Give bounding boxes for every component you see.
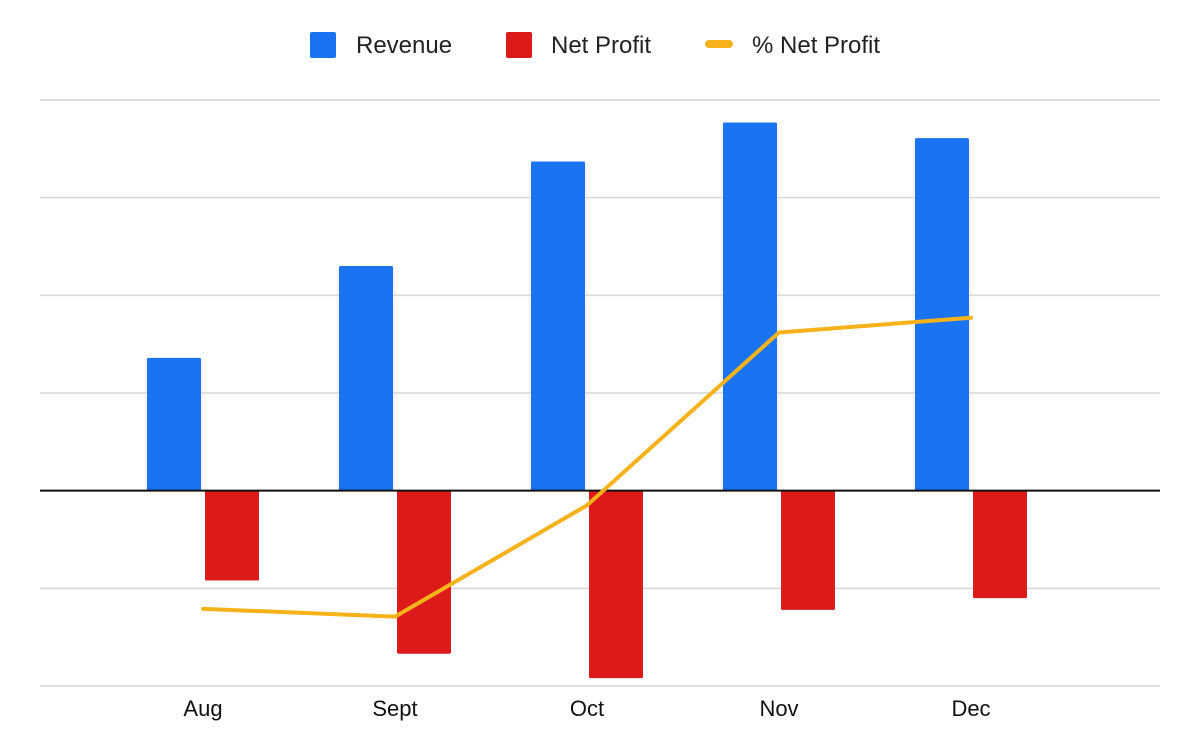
- bars: [147, 122, 1027, 679]
- gridlines: [40, 99, 1160, 687]
- net-profit-bar-dec: [973, 490, 1027, 599]
- x-tick-label-dec: Dec: [951, 696, 990, 721]
- revenue-bar-oct: [531, 161, 585, 491]
- net-profit-bar-nov: [781, 490, 835, 610]
- revenue-bar-nov: [723, 122, 777, 491]
- net-profit-bar-oct: [589, 490, 643, 679]
- net-profit-bar-sept: [397, 490, 451, 654]
- legend-label-net-profit: % Net Profit: [752, 32, 880, 59]
- legend-swatch-net-profit: [506, 32, 532, 58]
- legend-label-revenue: Revenue: [356, 32, 452, 59]
- x-tick-label-aug: Aug: [183, 696, 222, 721]
- legend-swatch-revenue: [310, 32, 336, 58]
- revenue-bar-dec: [915, 138, 969, 491]
- revenue-bar-sept: [339, 266, 393, 491]
- x-tick-label-oct: Oct: [570, 696, 604, 721]
- legend-label-net-profit: Net Profit: [551, 32, 651, 59]
- x-tick-label-nov: Nov: [759, 696, 798, 721]
- lines: [201, 315, 973, 619]
- legend: Revenue Net Profit % Net Profit: [310, 32, 880, 59]
- net-profit-bar-aug: [205, 490, 259, 581]
- legend-swatch-net-profit: [705, 40, 733, 48]
- net-profit-line: [201, 315, 973, 619]
- x-axis-tick-labels: Aug Sept Oct Nov Dec: [183, 696, 990, 721]
- x-tick-label-sept: Sept: [372, 696, 417, 721]
- revenue-bar-aug: [147, 357, 201, 491]
